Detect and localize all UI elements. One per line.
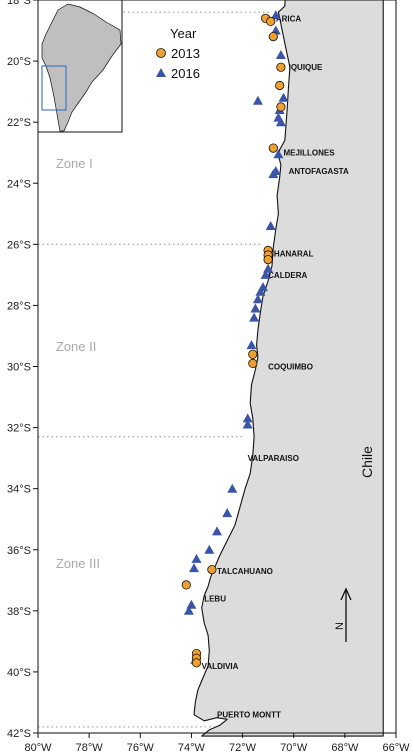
north-arrow-head bbox=[340, 587, 352, 601]
sample-2016-marker bbox=[222, 508, 233, 518]
sample-2013-marker bbox=[266, 16, 276, 27]
sample-2016-marker bbox=[183, 605, 194, 615]
inset-map bbox=[37, 0, 123, 133]
sample-2016-marker bbox=[191, 553, 202, 563]
lon-tick-label: 78°W bbox=[76, 742, 104, 754]
sample-2016-marker bbox=[278, 92, 289, 102]
city-label: IQUIQUE bbox=[289, 63, 323, 72]
north-label: N bbox=[334, 622, 346, 630]
city-label: LEBU bbox=[204, 595, 226, 604]
lat-tick-label: 42°S bbox=[7, 728, 31, 740]
lat-tick-label: 40°S bbox=[7, 667, 31, 679]
legend-2016-marker bbox=[156, 68, 166, 77]
zone-boundaries bbox=[38, 11, 271, 728]
north-arrow: N bbox=[334, 587, 352, 642]
lon-tick-label: 68°W bbox=[331, 742, 359, 754]
legend-2013-marker bbox=[156, 48, 166, 58]
city-label: COQUIMBO bbox=[268, 363, 313, 372]
sample-2013-marker bbox=[276, 102, 286, 112]
lon-tick-label: 72°W bbox=[229, 742, 257, 754]
city-labels: ARICA IQUIQUE MEJILLONES ANTOFAGASTA CHANARA… bbox=[202, 14, 349, 719]
sample-2013-marker bbox=[263, 255, 273, 265]
sample-2016-marker bbox=[275, 117, 286, 127]
city-label: VALPARAISO bbox=[248, 454, 299, 463]
city-label: MEJILLONES bbox=[283, 149, 335, 158]
lat-tick-label: 22°S bbox=[7, 117, 31, 129]
south-america-shape bbox=[41, 3, 122, 132]
latitude-axis: 18°S 20°S 22°S 24°S 26°S 28°S 30°S 32°S 34°S 36°S… bbox=[7, 0, 38, 740]
sample-2016-marker bbox=[242, 419, 253, 429]
legend: Year 2013 2016 bbox=[156, 26, 200, 81]
lat-tick-label: 18°S bbox=[7, 0, 31, 7]
zone-label: Zone III bbox=[56, 556, 100, 571]
sample-2013-marker bbox=[191, 658, 202, 668]
sample-2013-marker bbox=[248, 358, 258, 368]
sample-2013-marker bbox=[248, 349, 258, 359]
sample-2016-marker bbox=[275, 50, 286, 59]
lon-tick-label: 66°W bbox=[382, 742, 410, 754]
samples-2013 bbox=[181, 13, 286, 668]
sample-2016-marker bbox=[252, 294, 263, 304]
city-label: TALCAHUANO bbox=[217, 567, 273, 576]
sample-2013-marker bbox=[275, 80, 285, 91]
city-label: ARICA bbox=[276, 14, 302, 23]
lon-tick-label: 70°W bbox=[280, 742, 308, 754]
sample-2013-marker bbox=[276, 62, 286, 72]
sample-2016-marker bbox=[249, 312, 260, 322]
city-label: CHANARAL bbox=[268, 249, 313, 258]
sample-2016-marker bbox=[270, 10, 281, 20]
sample-2016-marker bbox=[189, 563, 199, 573]
city-label: ANTOFAGASTA bbox=[289, 167, 349, 176]
zone-label: Zone I bbox=[56, 156, 93, 171]
lat-tick-label: 20°S bbox=[7, 56, 31, 68]
sample-2016-marker bbox=[268, 169, 279, 179]
sample-2016-marker bbox=[204, 544, 215, 554]
city-label: VALDIVIA bbox=[202, 662, 239, 671]
lon-tick-label: 80°W bbox=[24, 742, 52, 754]
lat-tick-label: 30°S bbox=[7, 362, 31, 374]
sample-2016-marker bbox=[250, 303, 261, 313]
sample-2016-marker bbox=[265, 221, 276, 230]
samples-2016 bbox=[183, 10, 289, 664]
inset-study-area-box bbox=[41, 65, 67, 111]
sample-2013-marker bbox=[181, 580, 191, 590]
sample-2016-marker bbox=[212, 526, 222, 536]
sample-2016-marker bbox=[255, 286, 266, 296]
lat-tick-label: 38°S bbox=[7, 606, 31, 618]
lon-tick-label: 74°W bbox=[178, 742, 206, 754]
sample-2016-marker bbox=[273, 149, 284, 159]
sample-2016-marker bbox=[260, 269, 271, 279]
lat-tick-label: 32°S bbox=[7, 423, 31, 435]
sample-2016-marker bbox=[227, 483, 238, 493]
lat-tick-label: 24°S bbox=[7, 178, 31, 190]
sample-2013-marker bbox=[268, 31, 278, 42]
land-mass bbox=[193, 0, 384, 737]
sample-2016-marker bbox=[246, 340, 257, 350]
legend-2013-label: 2013 bbox=[171, 46, 200, 61]
zone-label: Zone II bbox=[56, 339, 96, 354]
lon-tick-label: 76°W bbox=[127, 742, 155, 754]
city-label: CALDERA bbox=[268, 271, 307, 280]
legend-2016-label: 2016 bbox=[171, 66, 200, 81]
sample-2016-marker bbox=[252, 95, 263, 105]
longitude-axis: 80°W 78°W 76°W 74°W 72°W 70°W 68°W 66°W bbox=[24, 733, 410, 754]
lat-tick-label: 36°S bbox=[7, 545, 31, 557]
sample-2016-marker bbox=[242, 413, 253, 423]
city-label: PUERTO MONTT bbox=[217, 711, 281, 720]
sample-2013-marker bbox=[268, 143, 278, 153]
lat-tick-label: 28°S bbox=[7, 300, 31, 312]
legend-title: Year bbox=[170, 26, 197, 41]
lat-tick-label: 34°S bbox=[7, 484, 31, 496]
sample-2013-marker bbox=[207, 564, 217, 575]
country-label: Chile bbox=[359, 446, 375, 478]
lat-tick-label: 26°S bbox=[7, 239, 31, 251]
zone-labels: Zone I Zone II Zone III bbox=[56, 156, 100, 571]
